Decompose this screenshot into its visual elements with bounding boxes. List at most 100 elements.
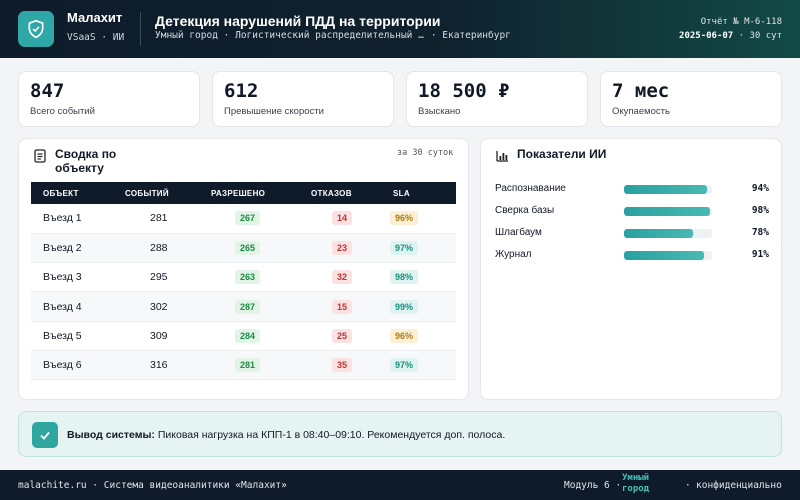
sla-badge: 96% (390, 211, 419, 226)
ai-metric-row: Журнал 91% (495, 246, 771, 266)
allowed-badge: 265 (235, 240, 261, 255)
ai-metric-row: Сверка базы 98% (495, 202, 771, 222)
metric-value: 94% (751, 183, 769, 194)
metric-name: Распознавание (495, 183, 566, 194)
allowed-badge: 281 (235, 358, 261, 373)
report-date: 2025-06-07 (679, 31, 734, 41)
summary-period: за 30 суток (397, 148, 454, 158)
page-footer: malachite.ru · Система видеоаналитики «М… (0, 470, 800, 500)
footer-module: Модуль 6 · (564, 480, 622, 491)
metric-name: Сверка базы (495, 205, 555, 216)
kpi-value: 7 мес (612, 80, 670, 102)
cell-events: 316 (113, 350, 199, 381)
kpi-value: 18 500 ₽ (418, 80, 510, 102)
allowed-badge: 267 (235, 211, 261, 226)
column-header: СОБЫТИЙ (125, 188, 169, 198)
denied-badge: 35 (332, 358, 353, 373)
metric-progress-fill (624, 251, 705, 260)
cell-object: Въезд 6 (31, 350, 113, 381)
table-row: Въезд 3 295 263 32 98% (31, 262, 456, 293)
metric-progress-bar (624, 251, 712, 260)
sla-badge: 97% (390, 358, 419, 373)
conclusion-label: Вывод системы: (67, 429, 155, 441)
sla-badge: 97% (390, 240, 419, 255)
check-icon (32, 422, 58, 448)
page-title: Детекция нарушений ПДД на территории (155, 13, 441, 29)
ai-metrics-panel: Показатели ИИ Распознавание 94% Сверка баз… (480, 138, 782, 400)
table-row: Въезд 2 288 265 23 97% (31, 233, 456, 264)
brand-name: Малахит (67, 10, 123, 25)
summary-title: Сводка по объекту (55, 147, 117, 175)
footer-confidential: конфиденциально (696, 480, 782, 491)
header-divider (140, 12, 141, 46)
report-info: Отчёт № М-6-118 2025-06-07 · 30 сут (662, 15, 782, 43)
metric-name: Журнал (495, 249, 532, 260)
allowed-badge: 284 (235, 328, 261, 343)
metric-progress-fill (624, 229, 693, 238)
footer-site: malachite.ru · Система видеоаналитики «М… (18, 480, 287, 491)
kpi-card-collected: 18 500 ₽ Взыскано (406, 71, 588, 127)
column-header: ОБЪЕКТ (43, 188, 79, 198)
kpi-label: Всего событий (30, 106, 95, 117)
sla-badge: 98% (390, 270, 419, 285)
cell-object: Въезд 4 (31, 291, 113, 322)
cell-events: 309 (113, 321, 199, 351)
cell-events: 295 (113, 262, 199, 293)
cell-object: Въезд 5 (31, 321, 113, 351)
table-row: Въезд 4 302 287 15 99% (31, 291, 456, 322)
ai-metric-row: Шлагбаум 78% (495, 224, 771, 244)
conclusion-message: Пиковая нагрузка на КПП-1 в 08:40–09:10.… (157, 429, 506, 441)
summary-table: ОБЪЕКТ СОБЫТИЙ РАЗРЕШЕНО ОТКАЗОВ SLA Въе… (31, 182, 456, 381)
kpi-value: 847 (30, 80, 65, 102)
metric-progress-bar (624, 207, 712, 216)
report-period: · 30 сут (738, 31, 782, 41)
kpi-card-payback: 7 мес Окупаемость (600, 71, 782, 127)
cell-events: 302 (113, 291, 199, 322)
metric-progress-fill (624, 207, 711, 216)
breadcrumb-item: Умный город (155, 30, 218, 41)
breadcrumb: Умный город · Логистический распределите… (155, 30, 511, 41)
report-number: Отчёт № М-6-118 (700, 17, 782, 27)
denied-badge: 25 (332, 328, 353, 343)
denied-badge: 14 (332, 211, 353, 226)
document-icon (34, 149, 46, 168)
denied-badge: 23 (332, 240, 353, 255)
footer-separator: · (685, 480, 691, 491)
kpi-label: Взыскано (418, 106, 461, 117)
breadcrumb-item: Логистический распределительный центр (235, 30, 425, 41)
kpi-label: Превышение скорости (224, 106, 324, 117)
kpi-value: 612 (224, 80, 259, 102)
cell-object: Въезд 3 (31, 262, 113, 293)
allowed-badge: 287 (235, 299, 261, 314)
summary-panel: Сводка по объекту за 30 суток ОБЪЕКТ СОБ… (18, 138, 469, 400)
metric-value: 98% (751, 205, 769, 216)
metric-progress-bar (624, 229, 712, 238)
cell-events: 281 (113, 204, 199, 234)
cell-object: Въезд 1 (31, 204, 113, 234)
column-header: SLA (393, 188, 410, 198)
metric-value: 91% (751, 249, 769, 260)
allowed-badge: 263 (235, 270, 261, 285)
brand-subtitle: VSaaS · ИИ (67, 32, 125, 43)
shield-logo-icon (18, 11, 54, 47)
ai-metrics-title: Показатели ИИ (517, 147, 607, 161)
sla-badge: 99% (390, 299, 419, 314)
footer-city: Умный город (622, 473, 650, 494)
app-header: Малахит VSaaS · ИИ Детекция нарушений ПД… (0, 0, 800, 58)
table-row: Въезд 6 316 281 35 97% (31, 350, 456, 381)
table-row: Въезд 1 281 267 14 96% (31, 204, 456, 234)
system-conclusion: Вывод системы: Пиковая нагрузка на КПП-1… (18, 411, 782, 457)
conclusion-text: Вывод системы: Пиковая нагрузка на КПП-1… (67, 428, 517, 442)
kpi-card-speeding: 612 Превышение скорости (212, 71, 394, 127)
metric-value: 78% (751, 227, 769, 238)
column-header: РАЗРЕШЕНО (211, 188, 266, 198)
cell-events: 288 (113, 233, 199, 264)
metric-name: Шлагбаум (495, 227, 542, 238)
denied-badge: 32 (332, 270, 353, 285)
bar-chart-icon (496, 149, 509, 167)
denied-badge: 15 (332, 299, 353, 314)
kpi-label: Окупаемость (612, 106, 670, 117)
sla-badge: 96% (390, 328, 419, 343)
metric-progress-fill (624, 185, 707, 194)
cell-object: Въезд 2 (31, 233, 113, 264)
